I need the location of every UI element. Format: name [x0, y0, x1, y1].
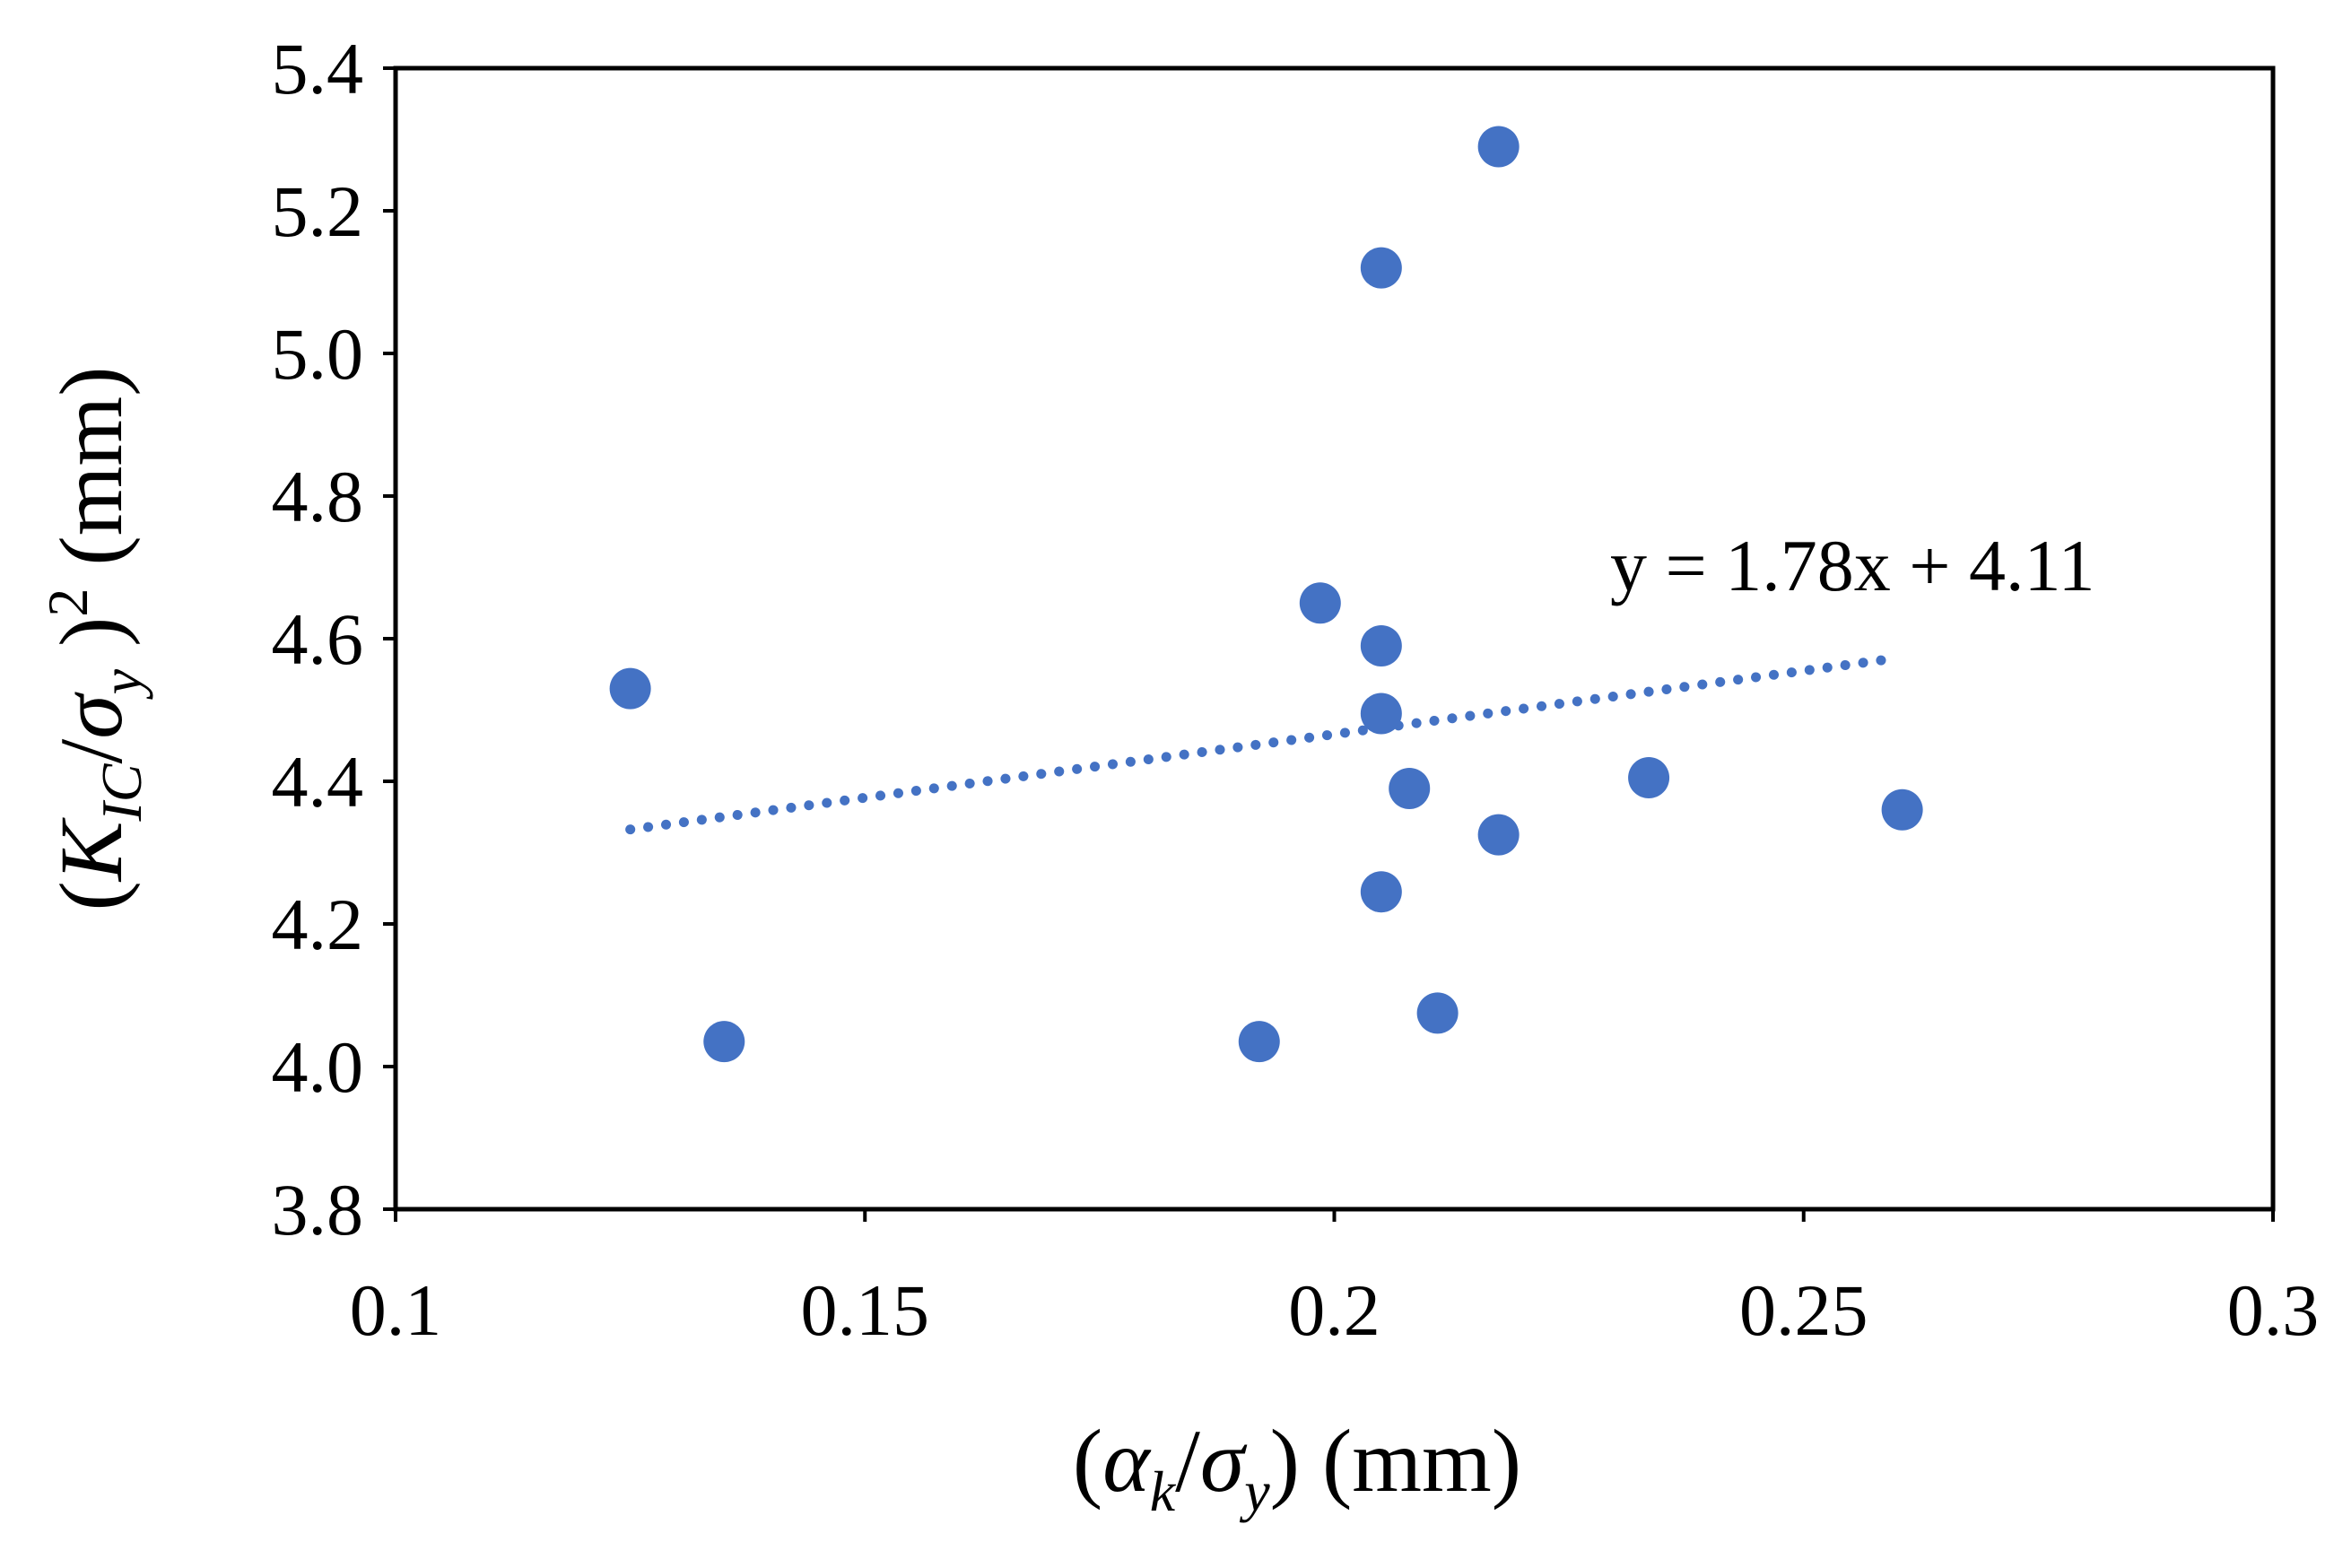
data-point [1477, 814, 1520, 856]
data-point [1238, 1021, 1280, 1063]
x-tick-label: 0.2 [1288, 1269, 1380, 1351]
data-point [1628, 757, 1670, 799]
y-tick-label: 4.2 [272, 884, 364, 965]
data-point [1389, 767, 1431, 809]
x-tick-label: 0.25 [1739, 1269, 1868, 1351]
y-tick-label: 4.4 [272, 741, 364, 823]
data-points [609, 126, 1923, 1063]
data-point [609, 667, 651, 710]
data-point [1299, 582, 1341, 624]
data-point [1360, 871, 1402, 913]
y-axis-title: (KIC/σy )2 (mm) [36, 366, 153, 910]
data-point [1416, 992, 1459, 1034]
data-point [1360, 247, 1402, 289]
x-axis-title: (αk/σy) (mm) [1073, 1411, 1521, 1523]
y-tick-label: 3.8 [272, 1169, 364, 1250]
x-axis-ticks: 0.1 0.15 0.2 0.25 0.3 [350, 1209, 2320, 1351]
y-tick-label: 4.8 [272, 456, 364, 537]
y-tick-label: 4.6 [272, 598, 364, 680]
trendline [625, 654, 1894, 835]
x-tick-label: 0.1 [350, 1269, 442, 1351]
y-tick-label: 4.0 [272, 1026, 364, 1108]
plot-area-frame [393, 65, 2276, 1212]
y-axis-ticks: 3.8 4.0 4.2 4.4 4.6 4.8 5.0 5.2 5.4 [272, 28, 396, 1250]
data-point [1360, 624, 1402, 666]
y-tick-label: 5.4 [272, 28, 364, 109]
x-tick-label: 0.3 [2227, 1269, 2320, 1351]
data-point [1360, 693, 1402, 735]
data-point [1477, 126, 1520, 168]
y-tick-label: 5.0 [272, 313, 364, 395]
data-point [1881, 788, 1923, 831]
x-tick-label: 0.15 [801, 1269, 930, 1351]
y-tick-label: 5.2 [272, 170, 364, 252]
trendline-equation: y = 1.78x + 4.11 [1610, 525, 2095, 606]
data-point [703, 1021, 745, 1063]
